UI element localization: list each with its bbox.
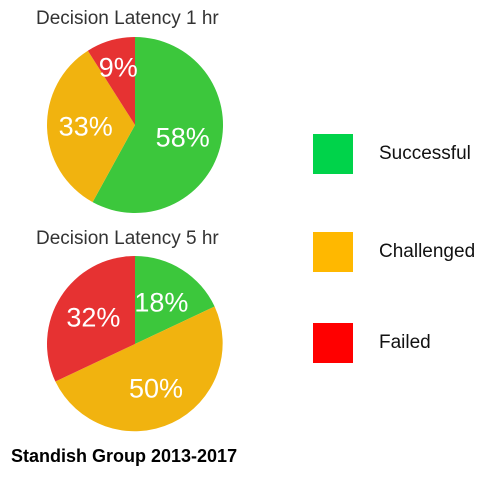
legend-item-challenged: Challenged bbox=[313, 232, 500, 274]
legend-swatch-challenged bbox=[313, 232, 353, 272]
pie-slice-challenged bbox=[55, 306, 223, 432]
legend-swatch-failed bbox=[313, 323, 353, 363]
slice-label-challenged: 50% bbox=[129, 374, 183, 404]
pie-slice-successful bbox=[92, 37, 224, 213]
pie-chart-5hr: 18% 50% 32% bbox=[47, 256, 223, 432]
pie-slice-successful bbox=[135, 256, 215, 344]
slice-label-successful: 18% bbox=[134, 287, 188, 317]
chart-title-1hr: Decision Latency 1 hr bbox=[36, 8, 219, 29]
pie-slice-failed bbox=[47, 256, 135, 382]
slice-label-failed: 9% bbox=[99, 53, 138, 83]
chart-title-5hr: Decision Latency 5 hr bbox=[36, 228, 219, 249]
slice-label-successful: 58% bbox=[156, 122, 210, 152]
pie-slice-failed bbox=[87, 37, 135, 125]
legend-item-successful: Successful bbox=[313, 134, 500, 176]
slice-label-failed: 32% bbox=[66, 303, 120, 333]
legend-swatch-successful bbox=[313, 134, 353, 174]
legend-label-successful: Successful bbox=[379, 143, 471, 164]
legend-label-failed: Failed bbox=[379, 332, 431, 353]
source-caption: Standish Group 2013-2017 bbox=[11, 446, 238, 466]
pie-slice-challenged bbox=[47, 50, 136, 203]
legend-item-failed: Failed bbox=[313, 323, 500, 365]
pie-chart-1hr: 58% 33% 9% bbox=[47, 37, 224, 213]
slice-label-challenged: 33% bbox=[59, 112, 113, 142]
legend-label-challenged: Challenged bbox=[379, 241, 476, 262]
